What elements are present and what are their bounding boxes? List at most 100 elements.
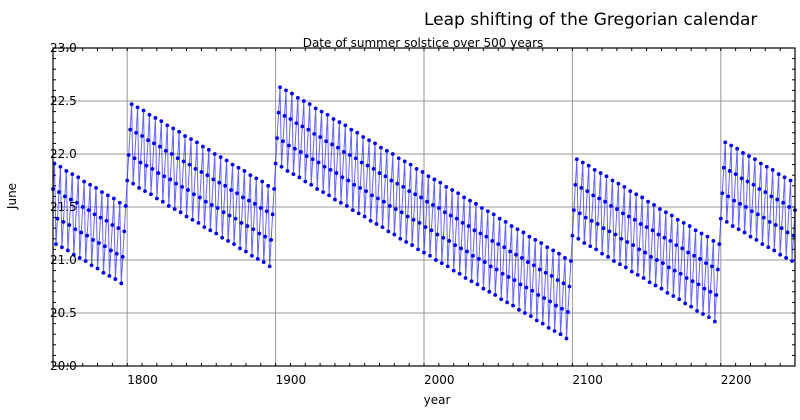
data-point	[622, 184, 627, 189]
data-point	[86, 208, 91, 213]
data-point	[313, 106, 318, 111]
data-point	[254, 176, 259, 181]
data-point	[445, 264, 450, 269]
data-point	[632, 217, 637, 222]
data-point	[331, 117, 336, 121]
data-point	[715, 267, 720, 272]
data-point	[153, 116, 158, 120]
data-point	[356, 211, 361, 216]
data-point	[454, 216, 459, 221]
data-point	[220, 235, 225, 240]
data-point	[67, 223, 72, 227]
data-point	[200, 144, 205, 149]
data-point	[333, 197, 337, 202]
data-point	[386, 229, 391, 234]
data-point	[239, 221, 244, 225]
data-point	[720, 191, 725, 196]
data-point	[689, 304, 694, 309]
data-point	[613, 232, 618, 237]
data-point	[638, 222, 643, 226]
data-point	[159, 119, 164, 124]
data-point	[475, 282, 480, 287]
data-point	[640, 195, 645, 200]
data-point	[230, 162, 235, 167]
data-point	[724, 219, 729, 224]
data-point	[54, 242, 58, 247]
data-point	[367, 138, 371, 143]
data-point	[769, 194, 774, 199]
data-point	[530, 288, 535, 293]
data-point	[98, 215, 103, 220]
plot-frame	[52, 47, 796, 367]
data-point	[113, 277, 118, 281]
data-point	[656, 232, 661, 237]
data-point	[270, 212, 275, 217]
data-point	[514, 252, 518, 257]
data-point	[721, 165, 726, 170]
data-point	[646, 199, 650, 204]
data-point	[290, 91, 294, 96]
data-point	[110, 223, 115, 227]
data-point	[782, 175, 787, 180]
data-point	[717, 242, 722, 247]
data-point	[233, 216, 238, 221]
data-point	[511, 303, 515, 308]
data-point	[650, 228, 655, 233]
data-point	[419, 195, 423, 200]
data-point	[184, 214, 189, 219]
data-point	[183, 134, 187, 138]
y-tick-label: 22.0	[50, 147, 77, 161]
data-point	[226, 239, 231, 243]
data-point	[619, 236, 624, 241]
data-point	[192, 192, 196, 197]
data-point	[205, 173, 210, 178]
data-point	[65, 248, 70, 253]
data-point	[423, 225, 428, 230]
data-point	[339, 200, 343, 205]
data-point	[343, 123, 348, 128]
data-point	[140, 134, 144, 138]
data-point	[162, 174, 167, 179]
data-point	[74, 200, 79, 205]
data-point	[693, 228, 698, 233]
data-point	[341, 149, 346, 154]
data-point	[643, 250, 648, 255]
data-point	[573, 182, 578, 187]
data-point	[531, 263, 536, 268]
data-point	[106, 193, 110, 198]
data-point	[149, 192, 153, 197]
data-point	[137, 186, 141, 190]
data-point	[460, 221, 465, 225]
data-point	[616, 181, 621, 186]
data-point	[288, 117, 293, 121]
data-point	[491, 212, 496, 217]
data-point	[500, 271, 505, 276]
data-point	[301, 99, 306, 103]
data-point	[428, 253, 432, 258]
data-point	[395, 181, 400, 186]
data-point	[496, 242, 501, 247]
data-point	[61, 219, 66, 224]
data-point	[401, 184, 406, 189]
data-point	[704, 261, 708, 266]
data-point	[453, 243, 458, 248]
data-point	[95, 266, 100, 271]
data-point	[232, 242, 236, 247]
data-point	[662, 235, 667, 240]
data-point	[677, 297, 682, 302]
data-point	[517, 307, 521, 312]
data-point	[488, 264, 493, 269]
data-point	[143, 189, 147, 194]
data-point	[711, 239, 716, 243]
data-point	[589, 218, 594, 223]
data-point	[316, 160, 321, 165]
data-point	[347, 153, 352, 157]
data-point	[144, 163, 149, 168]
data-point	[671, 294, 676, 298]
data-point	[730, 224, 735, 228]
data-point	[196, 221, 201, 225]
data-point	[402, 159, 407, 164]
data-point	[745, 179, 750, 184]
data-point	[163, 148, 168, 153]
x-tick-label: 1900	[276, 373, 307, 387]
